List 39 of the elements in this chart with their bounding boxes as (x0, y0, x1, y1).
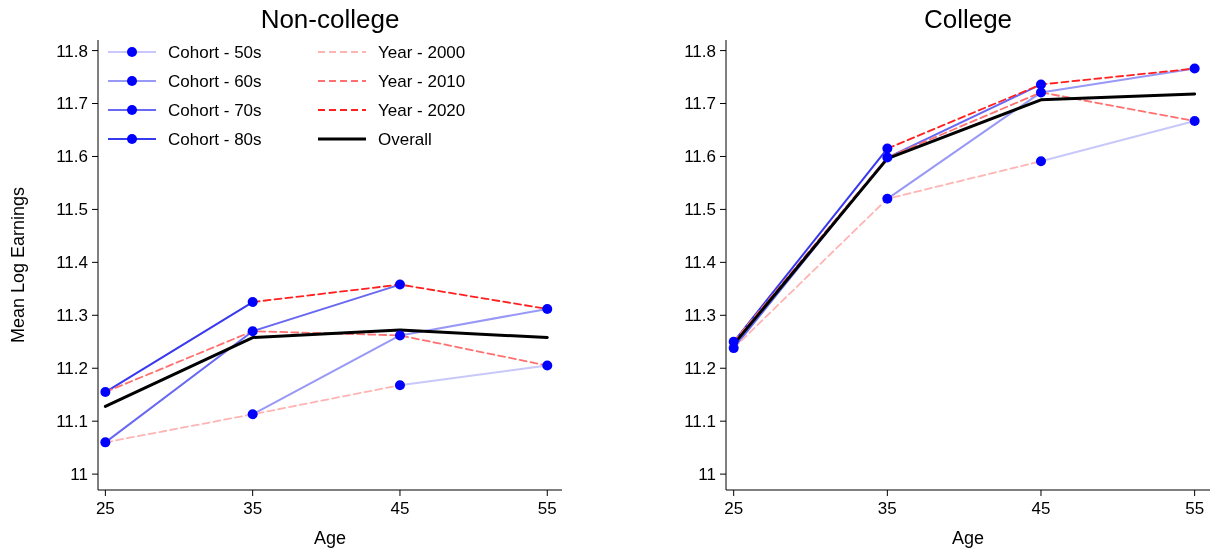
y-tick-label: 11.8 (684, 41, 716, 61)
x-tick-label: 35 (243, 499, 263, 518)
legend-label: Cohort - 80s (168, 129, 262, 149)
legend-label: Year - 2010 (378, 71, 466, 91)
y-tick-label: 11.3 (56, 306, 88, 326)
x-tick-label: 45 (1031, 499, 1051, 518)
y-tick-label: 11.6 (684, 147, 716, 167)
y-tick-label: 11.1 (684, 412, 716, 432)
y-tick-label: 11.1 (56, 412, 88, 432)
y-axis-title: Mean Log Earnings (8, 186, 28, 344)
x-tick-label: 55 (537, 499, 557, 518)
legend-label: Year - 2000 (378, 42, 466, 62)
chart-title: Non-college (260, 4, 400, 34)
x-tick-label: 25 (724, 499, 744, 518)
x-tick-label: 55 (1185, 499, 1205, 518)
y-tick-label: 11.3 (684, 306, 716, 326)
x-tick-label: 35 (877, 499, 897, 518)
y-tick-label: 11.4 (684, 253, 716, 273)
y-tick-label: 11.8 (56, 41, 88, 61)
y-tick-label: 11.2 (684, 359, 716, 379)
x-axis-title: Age (313, 528, 347, 548)
legend-label: Cohort - 50s (168, 42, 262, 62)
y-tick-label: 11.2 (56, 359, 88, 379)
y-tick-label: 11.5 (684, 200, 716, 220)
x-tick-label: 45 (390, 499, 410, 518)
x-tick-label: 25 (95, 499, 115, 518)
y-tick-label: 11 (698, 465, 716, 485)
x-axis-title: Age (951, 528, 985, 548)
chart-title: College (923, 4, 1013, 34)
y-tick-label: 11.7 (56, 94, 88, 114)
y-tick-label: 11.4 (56, 253, 88, 273)
y-tick-label: 11.7 (684, 94, 716, 114)
y-tick-label: 11.5 (56, 200, 88, 220)
legend-label: Overall (378, 129, 432, 149)
y-tick-label: 11.6 (56, 147, 88, 167)
legend-label: Cohort - 60s (168, 71, 262, 91)
legend-label: Cohort - 70s (168, 100, 262, 120)
y-tick-label: 11 (70, 465, 88, 485)
legend-label: Year - 2020 (378, 100, 466, 120)
